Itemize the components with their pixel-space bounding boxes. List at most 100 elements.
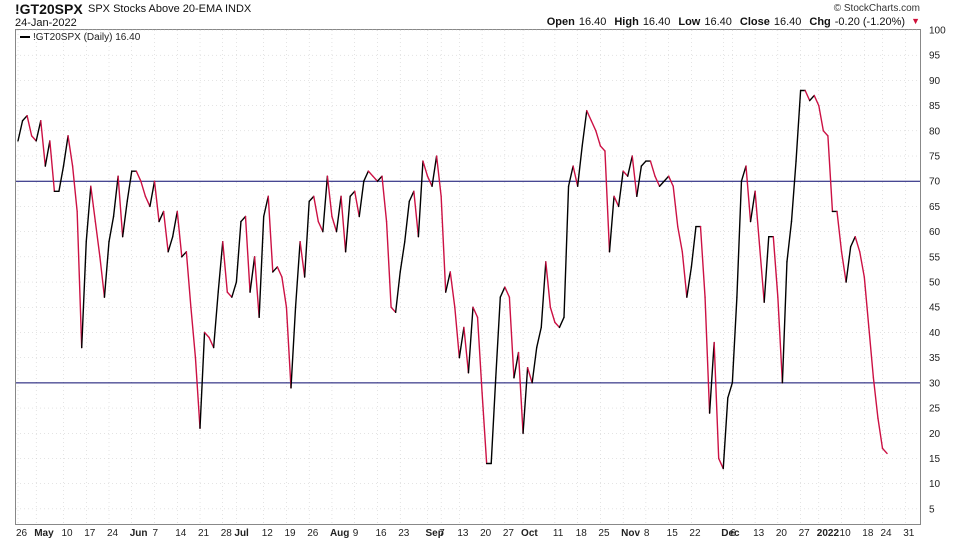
symbol-description: SPX Stocks Above 20-EMA INDX — [88, 3, 252, 15]
data-segment — [158, 210, 165, 223]
data-segment — [881, 447, 888, 455]
data-segment — [522, 367, 529, 434]
data-segment — [335, 195, 342, 233]
data-segment — [340, 195, 347, 253]
data-segment — [476, 316, 483, 394]
data-segment — [285, 306, 292, 389]
x-tick-label: 16 — [375, 528, 387, 539]
data-segment — [440, 195, 447, 293]
data-segment — [176, 210, 183, 258]
data-segment — [581, 109, 588, 147]
data-segment — [854, 235, 861, 253]
x-tick-label: 17 — [84, 528, 96, 539]
y-tick-label: 90 — [929, 76, 941, 87]
reference-lines — [16, 180, 920, 384]
data-segment — [718, 457, 724, 470]
data-segment — [504, 286, 511, 298]
data-segment — [567, 165, 574, 187]
data-segment — [699, 225, 706, 298]
data-segment — [686, 266, 693, 298]
data-segment — [344, 195, 351, 253]
data-segment — [426, 175, 433, 187]
data-segment — [672, 185, 679, 228]
data-segment — [99, 256, 106, 298]
x-tick-label: 13 — [457, 528, 469, 539]
y-tick-label: 45 — [929, 303, 941, 314]
data-segment — [217, 241, 224, 293]
chart-header: !GT20SPX SPX Stocks Above 20-EMA INDX 24… — [0, 0, 960, 30]
data-segment — [299, 241, 306, 278]
data-segment — [26, 114, 33, 137]
data-segment — [21, 114, 28, 122]
x-tick-label: 24 — [107, 528, 119, 539]
data-segment — [463, 326, 470, 374]
data-segment — [135, 170, 142, 182]
data-segment — [290, 306, 297, 389]
data-segment — [622, 170, 629, 177]
data-segment — [467, 306, 474, 374]
data-segment — [103, 241, 110, 298]
data-segment — [354, 190, 360, 218]
low-value: 16.40 — [704, 16, 732, 28]
data-segment — [203, 331, 210, 339]
x-tick-label: May — [34, 528, 54, 539]
high-value: 16.40 — [642, 16, 671, 28]
data-segment — [845, 246, 852, 283]
legend: !GT20SPX (Daily) 16.40 — [20, 32, 141, 43]
data-segment — [613, 195, 620, 208]
data-segment — [185, 251, 192, 308]
data-segment — [667, 175, 674, 187]
data-segment — [235, 220, 242, 283]
y-tick-label: 50 — [929, 278, 941, 289]
data-segment — [649, 160, 656, 177]
data-segment — [376, 175, 383, 182]
data-segment — [868, 326, 875, 379]
data-segment — [276, 266, 283, 278]
data-segment — [30, 135, 37, 142]
y-tick-label: 20 — [929, 429, 941, 440]
y-tick-label: 80 — [929, 126, 941, 137]
data-segment — [499, 286, 506, 298]
x-tick-label: Dec — [721, 528, 740, 539]
data-segment — [804, 89, 811, 102]
data-segment — [35, 120, 42, 142]
data-segment — [708, 341, 715, 414]
x-tick-label: 26 — [307, 528, 319, 539]
y-tick-label: 35 — [929, 353, 941, 364]
series-line — [17, 89, 888, 470]
data-segment — [422, 160, 429, 177]
data-segment — [781, 261, 788, 384]
data-segment — [112, 175, 119, 218]
data-segment — [445, 271, 451, 293]
y-tick-label: 75 — [929, 152, 941, 163]
data-segment — [617, 170, 624, 208]
x-tick-label: 27 — [799, 528, 811, 539]
data-segment — [231, 281, 238, 298]
data-segment — [71, 165, 78, 213]
data-segment — [408, 190, 415, 203]
x-tick-label: 10 — [62, 528, 74, 539]
x-tick-label: 7 — [439, 528, 445, 539]
data-segment — [508, 296, 515, 379]
x-tick-label: 11 — [553, 528, 564, 539]
data-segment — [763, 235, 770, 303]
data-segment — [58, 165, 65, 193]
data-segment — [772, 235, 779, 298]
data-segment — [126, 170, 133, 203]
data-segment — [258, 215, 265, 319]
y-tick-label: 70 — [929, 177, 941, 188]
copyright-link[interactable]: © StockCharts.com — [833, 3, 920, 14]
data-segment — [413, 190, 420, 238]
chevron-down-icon[interactable]: ▼ — [911, 16, 920, 26]
x-tick-label: 15 — [667, 528, 679, 539]
data-segment — [253, 256, 260, 319]
x-tick-label: 25 — [598, 528, 610, 539]
x-tick-label: 6 — [730, 528, 736, 539]
data-segment — [322, 175, 329, 233]
data-segment — [517, 351, 524, 434]
x-tick-label: 14 — [175, 528, 187, 539]
data-segment — [153, 180, 160, 223]
data-segment — [121, 200, 128, 238]
x-tick-label: 12 — [262, 528, 274, 539]
data-segment — [472, 306, 479, 319]
